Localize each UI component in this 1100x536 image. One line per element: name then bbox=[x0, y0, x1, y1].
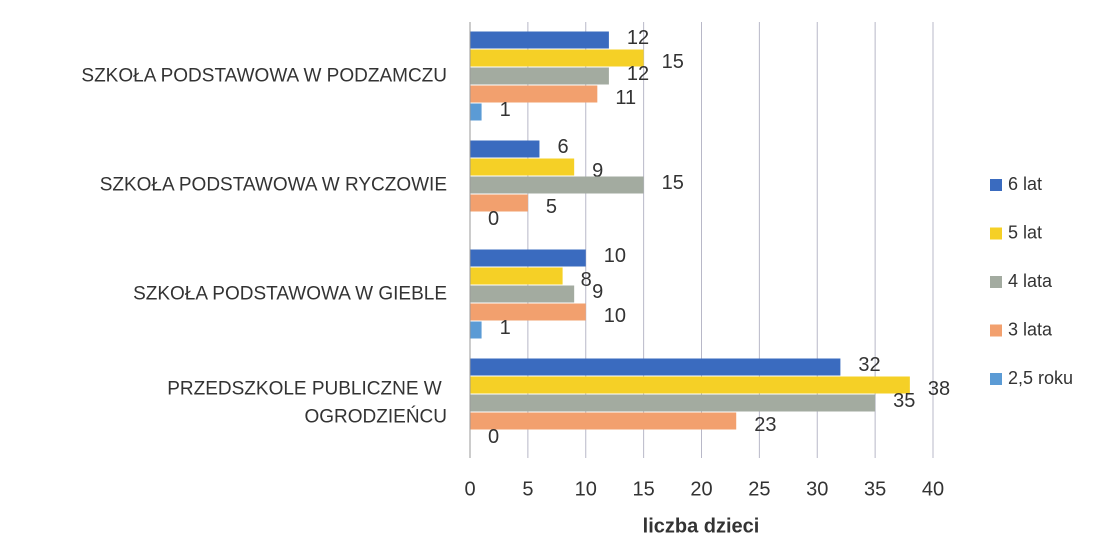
bar bbox=[470, 358, 841, 376]
data-label: 32 bbox=[858, 354, 880, 376]
legend-label: 4 lata bbox=[1008, 271, 1053, 291]
data-label: 1 bbox=[500, 99, 511, 121]
bar bbox=[470, 176, 644, 194]
bar bbox=[470, 394, 876, 412]
data-label: 10 bbox=[604, 305, 626, 327]
legend-label: 5 lat bbox=[1008, 222, 1042, 242]
category-label: PRZEDSZKOLE PUBLICZNE W OGRODZIEŃCU bbox=[167, 379, 447, 428]
x-tick-label: 5 bbox=[522, 478, 533, 500]
data-label: 9 bbox=[592, 281, 603, 303]
x-tick-label: 30 bbox=[806, 478, 828, 500]
x-tick-label: 35 bbox=[864, 478, 886, 500]
bar bbox=[470, 285, 575, 303]
x-tick-label: 25 bbox=[748, 478, 770, 500]
bar bbox=[470, 49, 644, 67]
x-tick-label: 20 bbox=[690, 478, 712, 500]
x-tick-label: 15 bbox=[633, 478, 655, 500]
bar bbox=[470, 376, 910, 394]
legend-swatch bbox=[990, 324, 1002, 337]
legend-swatch bbox=[990, 227, 1002, 240]
data-label: 12 bbox=[627, 63, 649, 85]
category-label: SZKOŁA PODSTAWOWA W PODZAMCZU bbox=[81, 66, 447, 87]
bar bbox=[470, 140, 540, 158]
category-label: SZKOŁA PODSTAWOWA W GIEBLE bbox=[133, 284, 447, 305]
data-label: 8 bbox=[581, 269, 592, 291]
category-label: SZKOŁA PODSTAWOWA W RYCZOWIE bbox=[100, 175, 447, 196]
bar bbox=[470, 31, 609, 49]
data-label: 6 bbox=[557, 136, 568, 158]
x-axis-title: liczba dzieci bbox=[643, 515, 760, 536]
bar bbox=[470, 103, 482, 121]
data-label: 15 bbox=[662, 51, 684, 73]
data-label: 0 bbox=[488, 426, 499, 448]
data-label: 9 bbox=[592, 160, 603, 182]
x-tick-label: 0 bbox=[464, 478, 475, 500]
data-label: 5 bbox=[546, 196, 557, 218]
legend-swatch bbox=[990, 276, 1002, 288]
bar bbox=[470, 321, 482, 339]
bar bbox=[470, 194, 528, 212]
x-tick-label: 10 bbox=[575, 478, 597, 500]
legend-label: 3 lata bbox=[1008, 319, 1053, 339]
bar bbox=[470, 158, 575, 176]
data-label: 15 bbox=[662, 172, 684, 194]
bar bbox=[470, 303, 586, 321]
bar bbox=[470, 267, 563, 285]
bar bbox=[470, 67, 609, 85]
data-label: 23 bbox=[754, 414, 776, 436]
data-label: 12 bbox=[627, 27, 649, 49]
bar bbox=[470, 85, 598, 103]
legend-label: 2,5 roku bbox=[1008, 368, 1073, 388]
data-label: 10 bbox=[604, 245, 626, 267]
bar bbox=[470, 249, 586, 267]
data-label: 11 bbox=[615, 87, 636, 109]
data-label: 35 bbox=[893, 390, 915, 412]
data-label: 1 bbox=[500, 317, 511, 339]
legend-label: 6 lat bbox=[1008, 174, 1042, 194]
legend-swatch bbox=[990, 373, 1002, 385]
legend-swatch bbox=[990, 179, 1002, 191]
data-label: 38 bbox=[928, 378, 950, 400]
bar bbox=[470, 412, 737, 430]
data-label: 0 bbox=[488, 208, 499, 230]
x-tick-label: 40 bbox=[922, 478, 944, 500]
